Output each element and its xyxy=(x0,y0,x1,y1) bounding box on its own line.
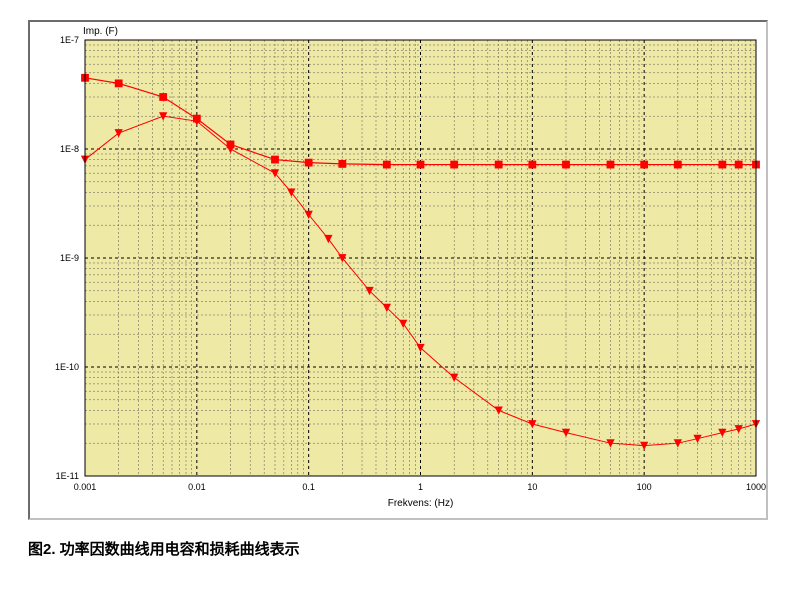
svg-text:1E-7: 1E-7 xyxy=(60,35,79,45)
svg-text:1E-11: 1E-11 xyxy=(56,471,79,481)
page-root: 0.001 0.01 0.1 1 10 100 1000 1E-11 1E-10 1E-9 1E-8… xyxy=(0,0,804,605)
chart-panel: 0.001 0.01 0.1 1 10 100 1000 1E-11 1E-10 1E-9 1E-8… xyxy=(28,20,768,520)
svg-text:Frekvens: (Hz): Frekvens: (Hz) xyxy=(388,498,454,509)
svg-text:100: 100 xyxy=(637,482,652,492)
svg-text:0.001: 0.001 xyxy=(74,482,97,492)
figure-caption: 图2. 功率因数曲线用电容和损耗曲线表示 xyxy=(28,538,776,559)
svg-text:0.01: 0.01 xyxy=(188,482,206,492)
svg-text:10: 10 xyxy=(527,482,537,492)
svg-text:0.1: 0.1 xyxy=(302,482,315,492)
svg-text:1E-8: 1E-8 xyxy=(60,144,79,154)
svg-text:1000: 1000 xyxy=(746,482,766,492)
svg-text:Imp. (F): Imp. (F) xyxy=(83,26,118,37)
svg-text:1E-9: 1E-9 xyxy=(60,253,79,263)
chart-svg: 0.001 0.01 0.1 1 10 100 1000 1E-11 1E-10 1E-9 1E-8… xyxy=(30,22,766,518)
svg-text:1E-10: 1E-10 xyxy=(55,362,79,372)
svg-text:1: 1 xyxy=(418,482,423,492)
